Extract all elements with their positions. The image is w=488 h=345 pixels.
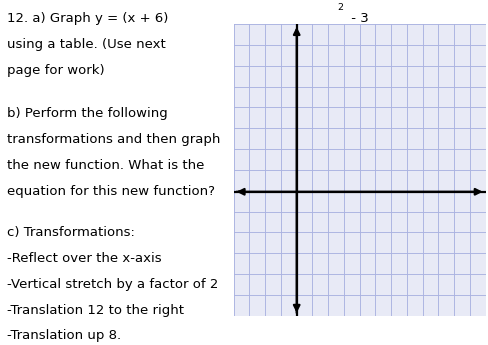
Text: 2: 2 (337, 3, 343, 12)
Text: transformations and then graph: transformations and then graph (7, 133, 220, 146)
Text: the new function. What is the: the new function. What is the (7, 159, 204, 172)
Text: -Vertical stretch by a factor of 2: -Vertical stretch by a factor of 2 (7, 278, 218, 291)
Text: - 3: - 3 (346, 12, 368, 25)
Text: using a table. (Use next: using a table. (Use next (7, 38, 165, 51)
Text: -Translation 12 to the right: -Translation 12 to the right (7, 304, 183, 317)
Text: 12. a) Graph y = (x + 6): 12. a) Graph y = (x + 6) (7, 12, 168, 25)
Text: equation for this new function?: equation for this new function? (7, 185, 215, 198)
Text: -Reflect over the x-axis: -Reflect over the x-axis (7, 252, 162, 265)
Text: c) Transformations:: c) Transformations: (7, 226, 135, 239)
Text: b) Perform the following: b) Perform the following (7, 107, 167, 120)
Text: -Translation up 8.: -Translation up 8. (7, 329, 121, 343)
Text: page for work): page for work) (7, 64, 104, 77)
